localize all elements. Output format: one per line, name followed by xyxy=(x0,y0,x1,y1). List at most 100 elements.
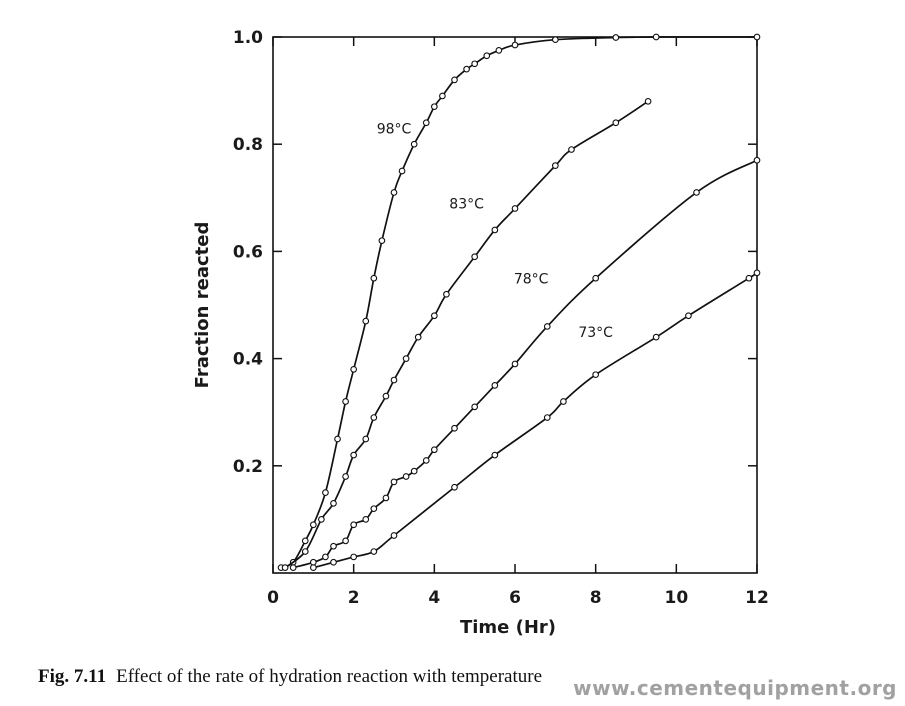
x-tick-label: 6 xyxy=(509,588,521,608)
data-point xyxy=(612,119,620,127)
data-point xyxy=(370,505,378,513)
data-point xyxy=(511,205,519,212)
data-point xyxy=(301,537,309,545)
data-point xyxy=(390,189,398,196)
data-point xyxy=(753,156,761,164)
plot-frame xyxy=(272,36,758,574)
data-point xyxy=(390,376,398,384)
x-axis-ticks: 0 2 4 6 8 10 12 xyxy=(267,37,769,608)
data-point xyxy=(652,333,660,341)
data-point xyxy=(382,392,390,400)
data-point xyxy=(644,97,652,105)
data-point xyxy=(753,33,761,41)
data-point xyxy=(463,65,470,73)
data-point xyxy=(491,226,499,234)
data-point xyxy=(568,146,575,153)
data-point xyxy=(491,382,499,389)
data-point xyxy=(390,532,398,539)
data-point xyxy=(350,553,358,561)
data-point xyxy=(362,516,370,523)
data-point xyxy=(543,323,551,330)
data-point xyxy=(370,414,378,421)
data-point xyxy=(362,317,370,325)
x-tick-label: 12 xyxy=(745,588,769,608)
data-point xyxy=(745,274,753,282)
data-point xyxy=(652,33,660,41)
x-tick-label: 4 xyxy=(428,588,440,608)
data-point xyxy=(430,103,438,111)
data-point xyxy=(471,60,479,68)
x-tick-label: 10 xyxy=(664,588,688,608)
series-label: 83°C xyxy=(449,197,484,213)
data-point xyxy=(592,274,600,282)
data-point xyxy=(322,489,329,496)
data-point xyxy=(322,553,329,561)
y-axis-ticks: 0.2 0.4 0.6 0.8 1.0 xyxy=(233,28,757,477)
data-point xyxy=(402,473,410,480)
series-labels: 98°C 83°C 78°C 73°C xyxy=(377,121,613,341)
series-label: 73°C xyxy=(578,325,613,341)
data-point xyxy=(511,41,519,49)
data-point xyxy=(483,52,491,60)
data-point xyxy=(402,355,410,362)
data-point xyxy=(471,403,479,411)
data-point xyxy=(430,446,438,454)
data-point xyxy=(753,269,761,277)
chart-svg: 0.2 0.4 0.6 0.8 1.0 0 2 4 6 8 10 12 98°C 83°C 78°C 73… xyxy=(192,28,769,638)
series-layer xyxy=(277,33,761,571)
data-point xyxy=(451,76,458,84)
data-point xyxy=(560,398,567,405)
data-point xyxy=(342,398,349,405)
y-tick-label: 0.2 xyxy=(233,457,263,477)
data-point xyxy=(511,360,519,368)
data-point xyxy=(362,435,370,443)
data-point xyxy=(301,548,309,555)
x-tick-label: 0 xyxy=(267,588,279,608)
data-point xyxy=(330,542,337,550)
data-point xyxy=(330,558,337,566)
series-label: 78°C xyxy=(514,272,549,288)
data-point xyxy=(439,92,446,100)
y-tick-label: 1.0 xyxy=(233,28,263,48)
x-tick-label: 2 xyxy=(348,588,360,608)
y-tick-label: 0.6 xyxy=(233,242,263,262)
series-line xyxy=(292,159,758,569)
data-point xyxy=(410,467,418,475)
figure-caption: Fig. 7.11 Effect of the rate of hydration… xyxy=(38,666,542,688)
data-point xyxy=(422,119,430,127)
series-label: 98°C xyxy=(377,121,412,137)
data-point xyxy=(350,365,358,373)
data-point xyxy=(289,564,297,571)
data-point xyxy=(495,47,503,54)
data-point xyxy=(471,253,479,261)
data-point xyxy=(318,516,325,523)
series-line xyxy=(280,36,758,569)
data-point xyxy=(309,558,317,566)
figure-number: Fig. 7.11 xyxy=(38,666,107,687)
data-point xyxy=(685,312,692,320)
x-tick-label: 8 xyxy=(590,588,602,608)
data-point xyxy=(551,162,559,169)
data-point xyxy=(543,414,551,421)
data-point xyxy=(309,521,317,529)
y-tick-label: 0.4 xyxy=(233,350,263,370)
x-axis-label: Time (Hr) xyxy=(460,617,556,638)
y-tick-label: 0.8 xyxy=(233,135,263,155)
data-point xyxy=(451,424,458,432)
data-point xyxy=(370,274,378,282)
data-point xyxy=(382,494,390,502)
data-point xyxy=(309,564,317,571)
data-point xyxy=(693,189,700,196)
data-point xyxy=(451,483,458,491)
data-point xyxy=(422,457,430,464)
data-point xyxy=(414,333,422,341)
data-point xyxy=(430,312,438,320)
data-point xyxy=(551,36,559,44)
data-point xyxy=(398,167,406,175)
data-point xyxy=(281,564,289,571)
data-point xyxy=(410,140,418,148)
data-point xyxy=(612,34,620,41)
data-point xyxy=(390,478,398,486)
data-point xyxy=(334,435,341,443)
data-point xyxy=(491,451,499,459)
